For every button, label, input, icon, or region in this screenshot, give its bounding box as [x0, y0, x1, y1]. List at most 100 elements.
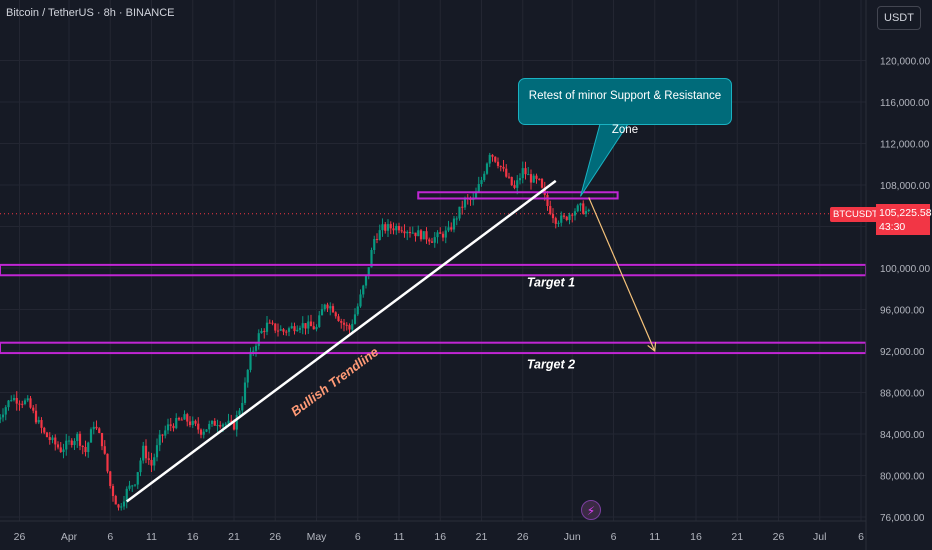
x-tick-label: 16 [690, 531, 702, 543]
x-tick-label: 21 [476, 531, 488, 543]
candle-body [4, 407, 7, 415]
candle-body [246, 369, 249, 383]
candle-body [150, 459, 153, 466]
x-tick-label: 16 [434, 531, 446, 543]
candle-body [158, 434, 161, 446]
candle-body [425, 231, 428, 240]
candle-body [59, 447, 62, 453]
candle-body [568, 214, 571, 220]
last-price-value: 105,225.58 [879, 207, 932, 219]
candle-body [318, 315, 321, 327]
x-tick-label: 16 [187, 531, 199, 543]
candle-body [359, 294, 362, 307]
candle-body [122, 501, 126, 507]
candle-body [40, 420, 43, 428]
candle-body [342, 322, 346, 325]
y-tick-label: 116,000.00 [880, 98, 930, 109]
candle-body [582, 203, 585, 214]
candle-body [477, 184, 480, 192]
candle-body [197, 423, 200, 430]
symbol-price-tag: BTCUSDT [830, 207, 881, 222]
candle-body [337, 316, 340, 322]
x-tick-label: 21 [228, 531, 240, 543]
candle-body [323, 304, 326, 310]
candle-body [529, 174, 533, 183]
x-tick-label: 26 [773, 531, 785, 543]
candle-body [155, 445, 159, 458]
candle-body [153, 457, 156, 466]
candle-body [524, 168, 527, 175]
candle-body [23, 400, 27, 405]
candle-body [18, 403, 21, 405]
candle-body [502, 166, 505, 169]
candle-body [450, 227, 453, 230]
candle-body [474, 191, 478, 199]
candle-body [400, 230, 403, 232]
candle-body [172, 425, 175, 429]
candle-body [221, 424, 225, 427]
projection-arrow [588, 197, 656, 352]
symbol-title[interactable]: Bitcoin / TetherUS · 8h · BINANCE [6, 7, 175, 19]
candle-body [230, 420, 233, 422]
x-tick-label: 11 [146, 531, 157, 543]
candle-body [356, 306, 359, 315]
x-tick-label: 11 [394, 531, 405, 543]
y-tick-label: 84,000.00 [880, 430, 925, 441]
target-label: Target 2 [527, 358, 575, 372]
x-tick-label: 6 [107, 531, 113, 543]
last-price-tag: 105,225.58 43:30 [876, 204, 932, 235]
candle-body [232, 420, 236, 430]
candle-body [169, 424, 172, 426]
candle-body [408, 231, 412, 234]
candle-body [241, 402, 244, 411]
y-tick-label: 96,000.00 [880, 306, 925, 317]
candle-body [161, 434, 164, 436]
candle-body [304, 323, 307, 329]
candle-body [505, 168, 508, 177]
candle-body [406, 231, 409, 234]
candle-body [111, 485, 115, 497]
candle-body [573, 211, 577, 216]
candle-body [535, 175, 538, 179]
candle-body [100, 432, 104, 447]
currency-button[interactable]: USDT [877, 6, 921, 30]
candle-body [507, 176, 511, 178]
candle-body [549, 206, 552, 215]
candle-body [92, 426, 95, 430]
candle-body [144, 445, 148, 459]
x-tick-label: Jun [564, 531, 581, 543]
candle-body [285, 331, 288, 333]
candle-body [254, 345, 258, 351]
candle-body [268, 322, 271, 324]
candle-body [326, 304, 329, 309]
x-tick-label: 6 [611, 531, 617, 543]
candle-body [540, 179, 544, 188]
candles [0, 152, 590, 511]
candle-body [133, 484, 137, 486]
x-tick-label: 11 [649, 531, 660, 543]
flash-icon[interactable]: ⚡ [581, 500, 601, 520]
candle-body [183, 414, 186, 420]
candle-body [274, 323, 277, 331]
candle-body [290, 326, 293, 329]
candle-body [87, 442, 90, 453]
candle-body [312, 326, 315, 330]
candle-body [210, 420, 214, 424]
candle-body [422, 231, 425, 240]
candle-body [362, 285, 365, 295]
bar-countdown: 43:30 [879, 221, 906, 233]
candle-body [516, 180, 519, 188]
price-axis[interactable] [866, 0, 932, 550]
candle-body [257, 333, 260, 346]
candle-body [98, 428, 101, 433]
candle-body [562, 215, 566, 217]
y-tick-label: 88,000.00 [880, 389, 925, 400]
candle-body [194, 420, 197, 424]
candle-body [213, 420, 216, 426]
candle-body [164, 430, 167, 436]
x-tick-label: 6 [355, 531, 361, 543]
candle-body [227, 420, 230, 424]
candle-body [139, 460, 142, 473]
candle-body [67, 440, 71, 442]
